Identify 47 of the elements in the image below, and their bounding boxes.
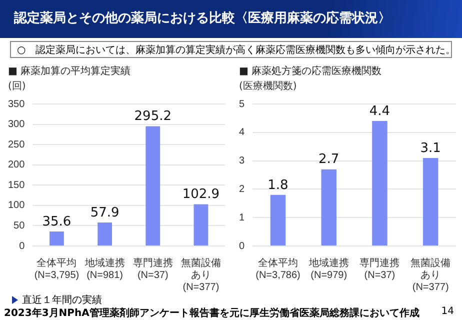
data-label: 2.7	[318, 152, 340, 168]
bar	[146, 126, 160, 246]
x-tick-label: 全体平均 (N=3,786)	[256, 256, 300, 281]
bar	[50, 232, 64, 246]
chart-title: ■ 麻薬加算の平均算定実績	[8, 64, 131, 78]
bar	[372, 121, 388, 246]
bar	[270, 194, 286, 246]
y-tick-label: 350	[8, 98, 26, 110]
y-tick-label: 300	[8, 119, 26, 130]
y-tick-label: 5	[239, 98, 245, 110]
x-tick-label: 地域連携 (N=979)	[308, 256, 349, 281]
y-axis-title: (医療機関数)	[239, 80, 297, 93]
y-axis-title: (回)	[8, 80, 26, 93]
x-tick-label: 専門連携 (N=37)	[132, 256, 173, 281]
data-label: 1.8	[268, 178, 288, 193]
x-tick-label: 無菌設備あり (N=377)	[410, 256, 451, 293]
data-label: 102.9	[182, 187, 220, 202]
data-label: 4.4	[369, 104, 390, 119]
y-tick-label: 100	[8, 200, 26, 212]
text: 認定薬局とその他の薬局における比較〈医療用麻薬の応需状況〉	[0, 0, 462, 38]
x-tick-label: 地域連携 (N=981)	[84, 256, 125, 281]
y-tick-label: 150	[8, 180, 26, 191]
y-tick-label: 0	[239, 240, 245, 252]
text: 直近１年間の実績	[22, 294, 102, 307]
y-tick-label: 0	[19, 240, 26, 252]
data-label: 35.6	[42, 214, 72, 230]
text: 14	[441, 306, 454, 317]
x-tick-label: 無菌設備あり (N=377)	[180, 256, 221, 293]
y-tick-label: 3	[239, 156, 245, 167]
text: ○ 認定薬局においては、麻薬加算の算定実績が高く麻薬応需医療機関数も多い傾向が示された。	[16, 44, 456, 58]
data-label: 3.1	[420, 140, 441, 156]
y-tick-label: 250	[8, 139, 26, 150]
text: 2023年3月NPhA管理薬剤師アンケート報告書を元に厚生労働省医薬局総務課において作成	[4, 306, 420, 320]
bar	[194, 204, 208, 246]
y-tick-label: 200	[8, 160, 26, 171]
x-tick-label: 全体平均 (N=3,795)	[34, 256, 80, 281]
x-tick-label: 専門連携 (N=37)	[360, 256, 400, 281]
y-tick-label: 2	[239, 184, 245, 195]
bar	[422, 158, 438, 246]
y-tick-label: 50	[14, 220, 26, 232]
data-label: 295.2	[134, 109, 172, 124]
data-label: 57.9	[90, 205, 120, 220]
y-tick-label: 4	[239, 127, 245, 138]
y-tick-label: 1	[239, 212, 245, 224]
bar	[98, 222, 112, 246]
bar	[321, 169, 336, 246]
chart-title: ■ 麻薬処方箋の応需医療機関数	[239, 64, 382, 78]
